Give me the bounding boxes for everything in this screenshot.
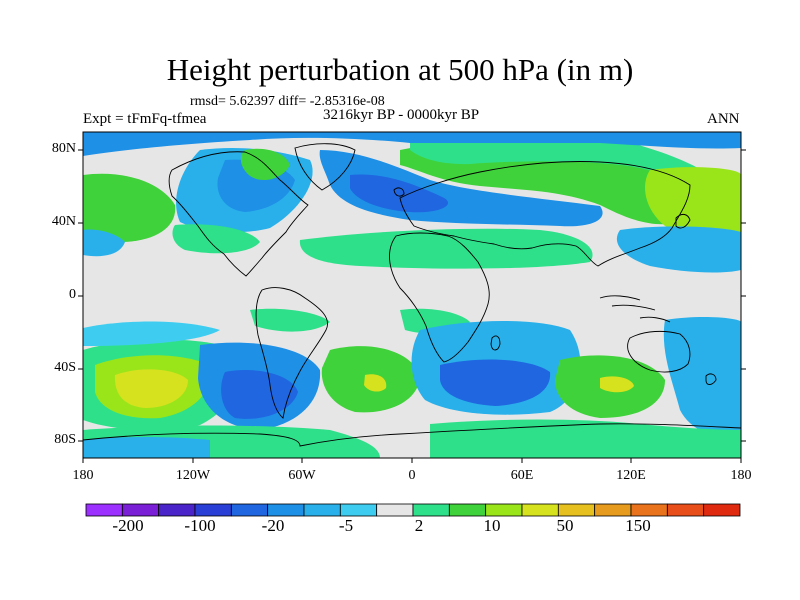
- x-tick-label: 120E: [616, 468, 646, 483]
- colorbar-cell: [267, 503, 305, 517]
- colorbar-label: 150: [625, 516, 651, 535]
- colorbar-label: -20: [261, 516, 285, 535]
- colorbar: [85, 503, 741, 517]
- colorbar-cell: [230, 503, 269, 517]
- x-tick-label: 0: [408, 468, 416, 483]
- x-tick-label: 120W: [175, 468, 211, 483]
- contour-green-tropics-w: [172, 224, 260, 254]
- contour-green-asia: [645, 167, 741, 238]
- y-tick-label: 80N: [51, 141, 76, 156]
- x-tick-label: 180: [730, 468, 752, 483]
- colorbar-cell: [485, 503, 523, 517]
- coastline-north-america: [168, 151, 309, 277]
- coastline-eurasia: [399, 161, 691, 267]
- colorbar-cell: [703, 503, 741, 517]
- contour-green-eq2: [250, 308, 330, 332]
- coastline-africa: [389, 232, 490, 363]
- colorbar-label: 50: [556, 516, 574, 535]
- contour-field: [83, 132, 741, 458]
- contour-blue-asia: [616, 226, 741, 273]
- contour-blue-westpac: [83, 229, 125, 257]
- coastline-japan: [675, 213, 691, 229]
- colorbar-cell: [666, 503, 705, 517]
- contour-yellow-spac: [114, 369, 188, 408]
- x-tick-label: 60E: [510, 468, 534, 483]
- contour-green-antarctic2: [430, 419, 741, 458]
- colorbar-cell: [448, 503, 487, 517]
- contour-deepblue-sindian: [440, 359, 551, 406]
- colorbar-cell: [557, 503, 596, 517]
- y-tick-label: 80S: [54, 432, 76, 447]
- colorbar-cell: [85, 503, 123, 517]
- contour-green-subtropics: [299, 228, 593, 269]
- contour-cyan-north: [410, 134, 720, 200]
- coastline-antarctica: [82, 423, 742, 447]
- colorbar-label: -5: [338, 516, 354, 535]
- colorbar-cell: [376, 503, 414, 517]
- period-label: 3216kyr BP - 0000kyr BP: [323, 107, 480, 123]
- contour-deepblue-southam: [221, 370, 298, 419]
- colorbar-label: -100: [184, 516, 216, 535]
- colorbar-cell: [158, 503, 196, 517]
- x-tick-label: 60W: [288, 468, 316, 483]
- figure-title: Height perturbation at 500 hPa (in m): [166, 52, 634, 87]
- coastline-indonesia: [599, 295, 671, 323]
- season-label: ANN: [707, 111, 740, 127]
- contour-yellow-satl: [364, 374, 387, 392]
- contour-blue-arctic: [83, 132, 741, 156]
- rmsd-stats: rmsd= 5.62397 diff= -2.85316e-08: [190, 94, 385, 109]
- coastline-uk: [393, 187, 405, 197]
- coastline-newzealand: [705, 373, 717, 385]
- y-tick-label: 40S: [54, 360, 76, 375]
- coastlines: [82, 143, 742, 447]
- y-tick-marks: [78, 149, 746, 442]
- x-tick-label: 180: [72, 468, 94, 483]
- colorbar-cell: [194, 503, 232, 517]
- colorbar-cell: [121, 503, 160, 517]
- colorbar-cell: [412, 503, 450, 517]
- contour-lightblue-pac: [83, 321, 220, 346]
- contour-green-npac: [83, 173, 176, 243]
- colorbar-cell: [594, 503, 632, 517]
- coastline-australia: [627, 330, 691, 373]
- colorbar-cell: [521, 503, 559, 517]
- y-tick-label: 0: [69, 287, 76, 302]
- colorbar-label: 2: [414, 516, 424, 535]
- colorbar-cell: [339, 503, 378, 517]
- colorbar-cell: [630, 503, 668, 517]
- contour-blue-spacific-e: [663, 316, 741, 440]
- contour-deepblue-northatl: [350, 174, 449, 213]
- y-tick-label: 40N: [51, 214, 76, 229]
- coastline-greenland: [294, 143, 356, 191]
- coastline-madagascar: [490, 335, 501, 351]
- x-tick-marks: [82, 458, 742, 463]
- coastline-south-america: [255, 287, 328, 419]
- contour-blue-antarctic: [83, 437, 210, 458]
- colorbar-label: 10: [483, 516, 501, 535]
- experiment-label: Expt = tFmFq-tfmea: [83, 111, 207, 127]
- colorbar-cell: [303, 503, 341, 517]
- contour-yellow-saust: [600, 376, 634, 393]
- colorbar-label: -200: [112, 516, 144, 535]
